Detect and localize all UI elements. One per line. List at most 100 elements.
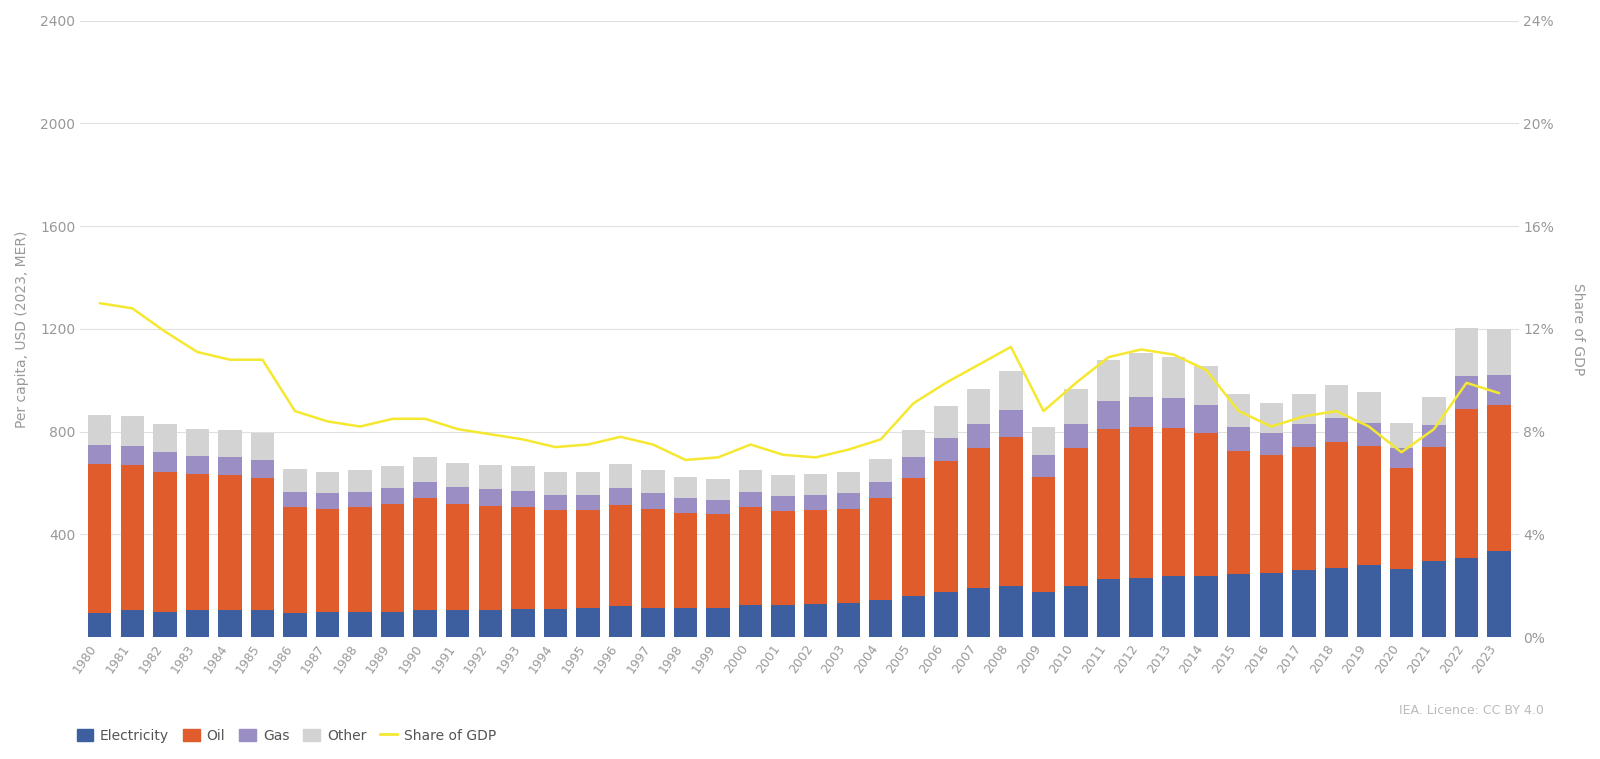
Bar	[1357, 392, 1381, 423]
Bar	[1454, 376, 1478, 408]
Bar	[1325, 442, 1349, 568]
Bar	[901, 596, 925, 638]
Bar	[251, 433, 274, 460]
Bar	[446, 462, 469, 487]
Bar	[771, 512, 795, 605]
Bar	[1195, 575, 1218, 638]
Bar	[1000, 586, 1022, 638]
Bar	[1488, 329, 1510, 375]
Bar	[283, 613, 307, 638]
Bar	[1390, 569, 1413, 638]
Bar	[186, 456, 210, 474]
Bar	[966, 449, 990, 588]
Bar	[869, 458, 893, 482]
Bar	[837, 493, 859, 509]
Bar	[349, 492, 371, 508]
Bar	[1000, 371, 1022, 410]
Bar	[739, 471, 762, 492]
Bar	[544, 609, 566, 638]
Bar	[283, 492, 307, 508]
Bar	[1130, 397, 1154, 427]
Bar	[413, 610, 437, 638]
Bar	[1259, 455, 1283, 573]
Bar	[674, 512, 698, 608]
Bar	[186, 474, 210, 610]
Bar	[642, 471, 664, 493]
Bar	[1357, 446, 1381, 565]
Bar	[154, 424, 176, 452]
Bar	[315, 509, 339, 612]
Bar	[120, 416, 144, 446]
Bar	[837, 509, 859, 603]
Bar	[1259, 403, 1283, 433]
Bar	[1130, 578, 1154, 638]
Bar	[966, 424, 990, 449]
Bar	[446, 487, 469, 504]
Bar	[608, 505, 632, 606]
Bar	[1162, 575, 1186, 638]
Bar	[120, 465, 144, 610]
Bar	[771, 496, 795, 512]
Bar	[1098, 360, 1120, 401]
Bar	[1390, 468, 1413, 569]
Bar	[381, 504, 405, 612]
Bar	[869, 600, 893, 638]
Bar	[901, 458, 925, 478]
Bar	[478, 465, 502, 490]
Bar	[154, 452, 176, 471]
Bar	[218, 475, 242, 610]
Bar	[1293, 571, 1315, 638]
Bar	[413, 482, 437, 499]
Bar	[1098, 429, 1120, 579]
Bar	[1195, 405, 1218, 433]
Bar	[576, 608, 600, 638]
Bar	[251, 460, 274, 478]
Bar	[88, 415, 112, 445]
Bar	[446, 610, 469, 638]
Bar	[1098, 579, 1120, 638]
Bar	[1422, 425, 1446, 447]
Bar	[544, 495, 566, 510]
Bar	[1064, 424, 1088, 449]
Bar	[608, 488, 632, 505]
Bar	[1064, 586, 1088, 638]
Bar	[1195, 366, 1218, 405]
Bar	[1000, 437, 1022, 586]
Bar	[186, 610, 210, 638]
Bar	[803, 474, 827, 495]
Bar	[1130, 353, 1154, 397]
Bar	[1162, 398, 1186, 428]
Bar	[1064, 389, 1088, 424]
Bar	[739, 492, 762, 508]
Bar	[544, 510, 566, 609]
Bar	[120, 610, 144, 638]
Bar	[1454, 558, 1478, 638]
Bar	[642, 608, 664, 638]
Bar	[1162, 428, 1186, 575]
Bar	[381, 488, 405, 504]
Bar	[1293, 395, 1315, 424]
Bar	[869, 482, 893, 499]
Bar	[934, 438, 957, 461]
Bar	[510, 609, 534, 638]
Text: IEA. Licence: CC BY 4.0: IEA. Licence: CC BY 4.0	[1398, 704, 1544, 717]
Bar	[1422, 447, 1446, 562]
Bar	[771, 605, 795, 638]
Bar	[901, 430, 925, 458]
Bar	[1000, 410, 1022, 437]
Bar	[934, 461, 957, 592]
Bar	[88, 464, 112, 613]
Bar	[934, 592, 957, 638]
Bar	[218, 610, 242, 638]
Bar	[1390, 449, 1413, 468]
Bar	[1064, 449, 1088, 586]
Bar	[218, 430, 242, 458]
Bar	[1488, 375, 1510, 405]
Bar	[1227, 575, 1251, 638]
Bar	[674, 477, 698, 499]
Bar	[1422, 562, 1446, 638]
Bar	[315, 493, 339, 509]
Bar	[576, 495, 600, 510]
Bar	[381, 466, 405, 488]
Bar	[186, 429, 210, 456]
